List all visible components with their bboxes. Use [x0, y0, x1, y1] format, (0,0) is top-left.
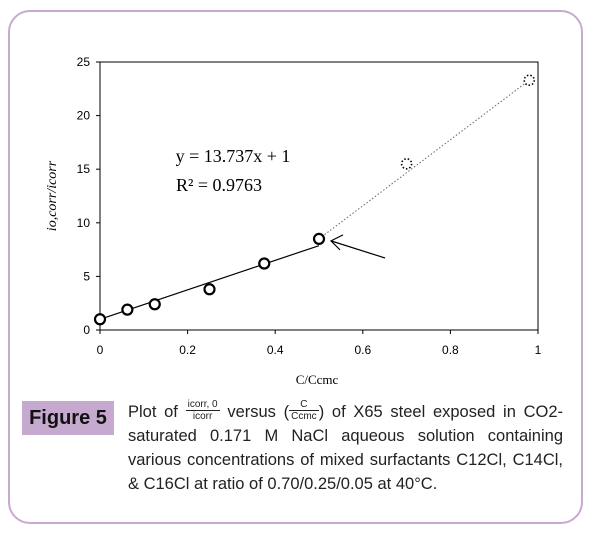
- x-axis-label: C/Ccmc: [296, 372, 339, 387]
- data-point: [258, 257, 271, 270]
- x-tick-label: 0.8: [442, 343, 459, 357]
- plot-area-border: [99, 61, 539, 331]
- caption-open-paren: (: [283, 403, 290, 421]
- equation-label: y = 13.737x + 1: [176, 146, 291, 166]
- r-squared-label: R² = 0.9763: [176, 175, 262, 195]
- x-tick-label: 0.2: [179, 343, 196, 357]
- figure-label: Figure 5: [22, 401, 114, 435]
- data-point: [203, 283, 216, 296]
- x-tick-label: 0.4: [267, 343, 284, 357]
- data-point: [93, 313, 107, 326]
- caption-frac2-den: Ccmc: [291, 411, 317, 423]
- fit-line: [99, 245, 320, 320]
- caption-prefix: Plot of: [128, 403, 178, 421]
- caption-versus: versus: [227, 403, 276, 421]
- extrapolation-line: [318, 79, 530, 240]
- y-tick-label: 20: [77, 109, 91, 123]
- arrow-head: [329, 234, 344, 251]
- extrapolated-point: [400, 158, 413, 170]
- figure-caption: Plot of icorr, 0 icorr versus ( C Ccmc )…: [128, 399, 563, 496]
- y-tick-label: 25: [77, 55, 91, 69]
- y-tick-label: 0: [83, 323, 90, 337]
- data-point: [312, 232, 326, 245]
- y-axis-label: io,corr/icorr: [45, 160, 60, 231]
- caption-frac2-num: C: [289, 399, 319, 412]
- x-tick-label: 0.6: [354, 343, 371, 357]
- figure-frame: [8, 10, 583, 524]
- x-tick-label: 1: [535, 343, 542, 357]
- arrow-shaft: [330, 240, 386, 259]
- y-tick-label: 15: [77, 162, 91, 176]
- x-tick-label: 0: [97, 343, 104, 357]
- data-point: [148, 298, 161, 311]
- caption-rest: of X65 steel exposed in CO2-saturated 0.…: [128, 403, 563, 494]
- caption-fraction-2: C Ccmc: [289, 399, 319, 422]
- y-tick-label: 5: [83, 269, 90, 283]
- y-tick-label: 10: [77, 216, 91, 230]
- data-point: [121, 303, 134, 316]
- caption-close-paren: ): [318, 403, 325, 421]
- caption-frac1-den: icorr: [192, 411, 213, 423]
- caption-fraction-1: icorr, 0 icorr: [185, 399, 220, 423]
- caption-frac1-num: icorr, 0: [185, 399, 220, 412]
- extrapolated-point: [523, 74, 536, 87]
